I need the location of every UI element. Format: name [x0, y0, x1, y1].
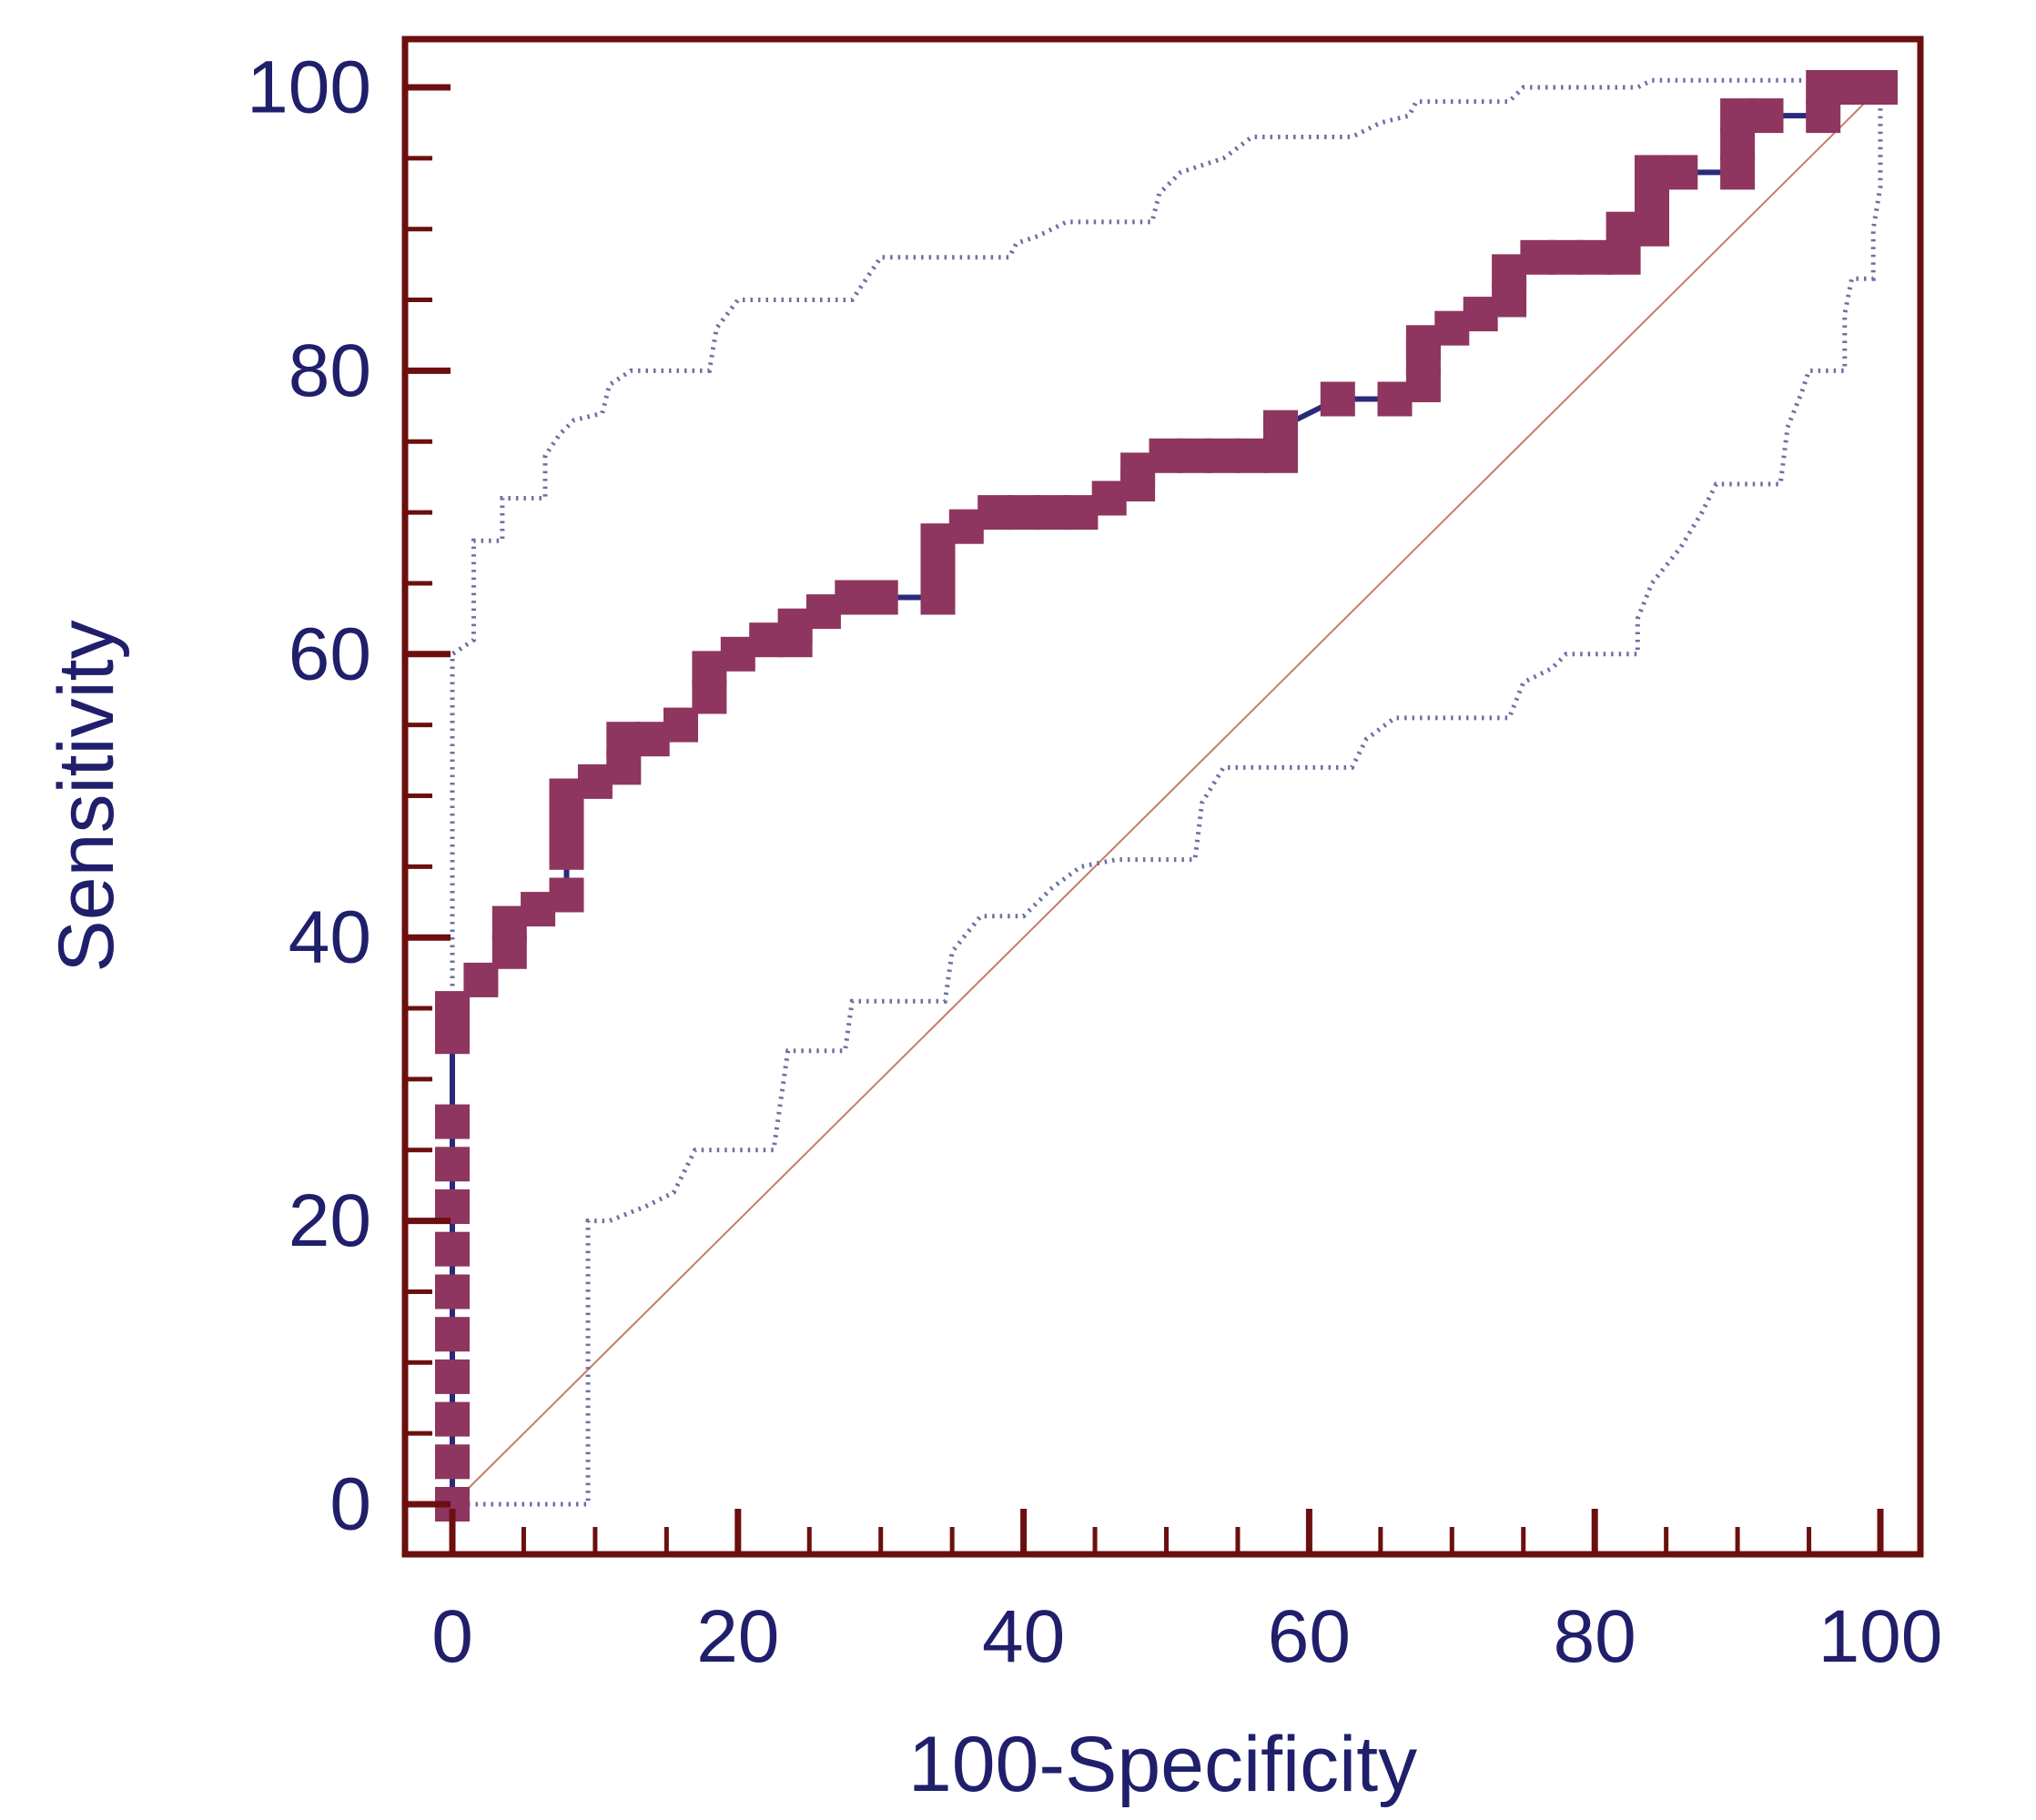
roc-point-marker	[435, 1401, 470, 1437]
roc-point-marker	[435, 1359, 470, 1394]
y-axis-title: Sensitivity	[43, 620, 130, 972]
x-tick-label: 0	[431, 1595, 473, 1678]
y-tick-label: 20	[289, 1179, 371, 1262]
x-tick-label: 20	[696, 1595, 779, 1678]
y-tick-label: 60	[289, 612, 371, 695]
roc-point-marker	[1320, 381, 1355, 417]
axis-text-layer: 0 20 40 60 80 100 0 20 40 60 80 100 100-Specificity S…	[43, 46, 1942, 1809]
axis-ticks-layer	[405, 84, 1884, 1554]
ci-lower-line	[452, 87, 1883, 1507]
roc-point-marker	[1663, 155, 1698, 190]
roc-point-marker	[435, 1274, 470, 1309]
roc-point-marker	[549, 877, 584, 913]
y-tick-label: 100	[247, 46, 371, 129]
roc-point-marker	[435, 1231, 470, 1267]
x-axis-title: 100-Specificity	[908, 1721, 1417, 1808]
roc-point-marker	[435, 1317, 470, 1352]
confidence-band-layer	[450, 77, 1883, 1507]
x-tick-label: 80	[1554, 1595, 1636, 1678]
y-tick-label: 40	[289, 896, 371, 979]
roc-point-marker	[1263, 410, 1298, 445]
x-tick-label: 40	[982, 1595, 1065, 1678]
reference-diagonal-line	[451, 86, 1881, 1505]
roc-curve-layer	[435, 70, 1898, 1522]
roc-point-marker	[1863, 70, 1898, 105]
x-tick-label: 60	[1268, 1595, 1351, 1678]
y-tick-label: 80	[289, 329, 371, 412]
roc-point-marker	[1748, 98, 1784, 134]
roc-point-marker	[435, 1104, 470, 1139]
ci-upper-line	[450, 77, 1883, 1504]
y-tick-label: 0	[329, 1463, 371, 1546]
x-tick-label: 100	[1818, 1595, 1943, 1678]
roc-point-marker	[435, 1147, 470, 1182]
roc-point-marker	[863, 580, 898, 615]
reference-line-layer	[451, 86, 1881, 1505]
roc-point-marker	[435, 1444, 470, 1480]
